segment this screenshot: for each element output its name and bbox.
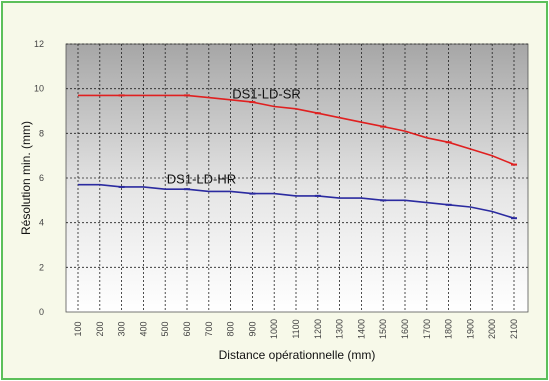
x-tick-label: 1200 (313, 319, 323, 339)
x-tick-label: 800 (226, 321, 236, 336)
series-line-ds1-ld-sr (78, 94, 515, 166)
x-tick-label: 300 (117, 321, 127, 336)
x-tick-label: 1500 (378, 319, 388, 339)
x-axis-title: Distance opérationnelle (mm) (219, 348, 376, 362)
x-tick-label: 1400 (356, 319, 366, 339)
x-tick-label: 600 (182, 321, 192, 336)
x-tick-label: 500 (160, 321, 170, 336)
x-tick-label: 1700 (422, 319, 432, 339)
y-tick-label: 6 (39, 173, 44, 183)
y-axis-title: Résolution min. (mm) (19, 121, 33, 235)
data-point-marker (380, 199, 387, 202)
x-tick-label: 2000 (487, 319, 497, 339)
x-tick-label: 200 (95, 321, 105, 336)
data-point-marker (184, 188, 190, 191)
x-tick-label: 100 (73, 321, 83, 336)
y-tick-label: 2 (39, 262, 44, 272)
x-tick-label: 1300 (335, 319, 345, 339)
series-line-ds1-ld-hr (78, 183, 515, 219)
data-point-marker (184, 94, 190, 97)
data-point-marker (118, 185, 125, 188)
x-tick-label: 1000 (269, 319, 279, 339)
data-point-marker (249, 192, 256, 195)
data-point-marker (445, 141, 452, 144)
y-tick-label: 12 (34, 39, 44, 49)
y-tick-label: 4 (39, 218, 44, 228)
x-tick-label: 900 (247, 321, 257, 336)
y-tick-label: 0 (39, 307, 44, 317)
gridlines (66, 43, 528, 312)
x-tick-label: 700 (204, 321, 214, 336)
x-tick-label: 1100 (291, 319, 301, 338)
data-point-marker (249, 101, 256, 104)
data-point-marker (511, 163, 517, 166)
data-point-marker (511, 217, 517, 220)
data-point-marker (380, 125, 387, 128)
x-tick-label: 400 (138, 321, 148, 336)
x-tick-label: 1600 (400, 319, 410, 339)
x-tick-label: 1800 (444, 319, 454, 339)
tick-labels: 0 2 4 6 8 10 12 100 200 300 400 500 600 700 800 900 1000… (34, 39, 519, 339)
x-tick-label: 2100 (509, 319, 519, 339)
data-point-marker (314, 112, 321, 115)
data-point-marker (314, 194, 321, 197)
series-label: DS1-LD-HR (167, 171, 236, 186)
y-tick-label: 10 (34, 84, 44, 94)
y-tick-label: 8 (39, 128, 44, 138)
data-point-marker (118, 94, 125, 97)
data-point-marker (445, 203, 452, 206)
series-lines: DS1-LD-SR DS1-LD-HR (78, 87, 517, 220)
x-tick-label: 1900 (465, 319, 475, 339)
series-label: DS1-LD-SR (232, 87, 301, 102)
